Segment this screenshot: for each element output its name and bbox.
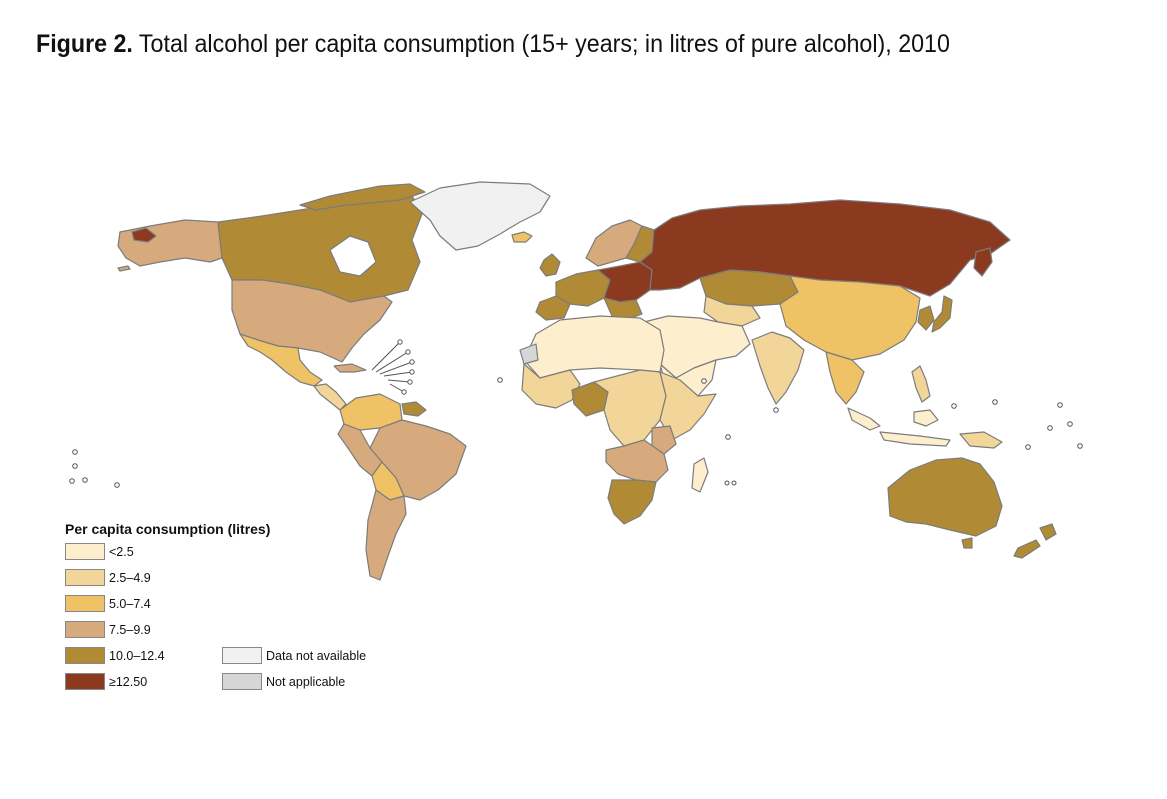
region-alaska[interactable] <box>117 219 223 267</box>
region-greenland[interactable] <box>409 181 551 251</box>
legend-label-2-5-4-9: 2.5–4.9 <box>109 570 151 585</box>
region-north-africa[interactable] <box>523 315 665 379</box>
region-aleutians <box>117 265 131 272</box>
legend-swatch-7-5-9-9 <box>65 621 105 638</box>
region-papua-new-guinea[interactable] <box>959 431 1003 449</box>
legend-swatch-not-applicable <box>222 673 262 690</box>
region-west-africa[interactable] <box>521 363 581 409</box>
region-uganda[interactable] <box>651 425 677 455</box>
region-india[interactable] <box>751 331 805 405</box>
legend-label-10-12-4: 10.0–12.4 <box>109 648 165 663</box>
figure-title-text: Total alcohol per capita consumption (15… <box>132 30 950 58</box>
region-central-asia[interactable] <box>703 295 761 327</box>
region-central-america[interactable] <box>313 383 347 411</box>
region-mexico[interactable] <box>239 333 323 387</box>
legend-swatch-10-12-4 <box>65 647 105 664</box>
small-island-markers <box>69 377 1083 488</box>
region-korea[interactable] <box>917 305 935 331</box>
legend-item-not-applicable: Not applicable <box>222 673 345 690</box>
region-indonesia[interactable] <box>847 407 951 447</box>
region-china[interactable] <box>779 275 921 361</box>
caribbean-callouts <box>371 339 415 395</box>
region-western-sahara[interactable] <box>519 343 539 365</box>
legend-label-ge12-5: ≥12.50 <box>109 674 148 689</box>
region-eastern-europe[interactable] <box>597 261 653 303</box>
region-russia[interactable] <box>639 199 1011 297</box>
legend-item-data-not-available: Data not available <box>222 647 366 664</box>
legend-item-5-7-4: 5.0–7.4 <box>65 595 151 612</box>
figure-label: Figure 2. <box>36 30 133 58</box>
legend-swatch-2-5-4-9 <box>65 569 105 586</box>
region-argentina-chile[interactable] <box>365 489 407 581</box>
region-australia[interactable] <box>887 457 1003 537</box>
region-philippines[interactable] <box>911 365 931 403</box>
legend-item-10-12-4: 10.0–12.4 <box>65 647 165 664</box>
legend-label-lt2-5: <2.5 <box>109 544 134 559</box>
legend-swatch-lt2-5 <box>65 543 105 560</box>
region-hudson-bay <box>329 235 377 277</box>
legend-swatch-5-7-4 <box>65 595 105 612</box>
region-guianas[interactable] <box>401 401 427 417</box>
legend-label-not-applicable: Not applicable <box>266 674 346 689</box>
region-madagascar[interactable] <box>691 457 709 493</box>
region-east-africa[interactable] <box>659 371 717 441</box>
legend-swatch-data-not-available <box>222 647 262 664</box>
legend-label-7-5-9-9: 7.5–9.9 <box>109 622 151 637</box>
region-south-africa[interactable] <box>607 479 657 525</box>
legend-item-2-5-4-9: 2.5–4.9 <box>65 569 151 586</box>
region-new-zealand[interactable] <box>1013 523 1057 559</box>
legend-item-ge12-5: ≥12.50 <box>65 673 147 690</box>
region-caribbean[interactable] <box>333 363 367 373</box>
region-southeast-asia[interactable] <box>825 351 865 405</box>
region-iberia[interactable] <box>535 295 571 321</box>
legend-title: Per capita consumption (litres) <box>65 521 271 537</box>
region-iceland[interactable] <box>511 231 533 243</box>
legend-swatch-ge12-5 <box>65 673 105 690</box>
region-russia-far-west[interactable] <box>131 227 157 243</box>
region-japan[interactable] <box>931 295 953 333</box>
legend-label-data-not-available: Data not available <box>266 648 367 663</box>
region-kamchatka <box>973 247 993 277</box>
legend-item-7-5-9-9: 7.5–9.9 <box>65 621 151 638</box>
region-uk-ireland[interactable] <box>539 253 561 277</box>
region-southern-africa[interactable] <box>605 439 669 483</box>
region-tasmania <box>961 537 973 549</box>
legend-label-5-7-4: 5.0–7.4 <box>109 596 151 611</box>
legend-item-lt2-5: <2.5 <box>65 543 134 560</box>
region-canada-arctic <box>299 183 426 211</box>
figure-title: Figure 2. Total alcohol per capita consu… <box>36 30 950 59</box>
